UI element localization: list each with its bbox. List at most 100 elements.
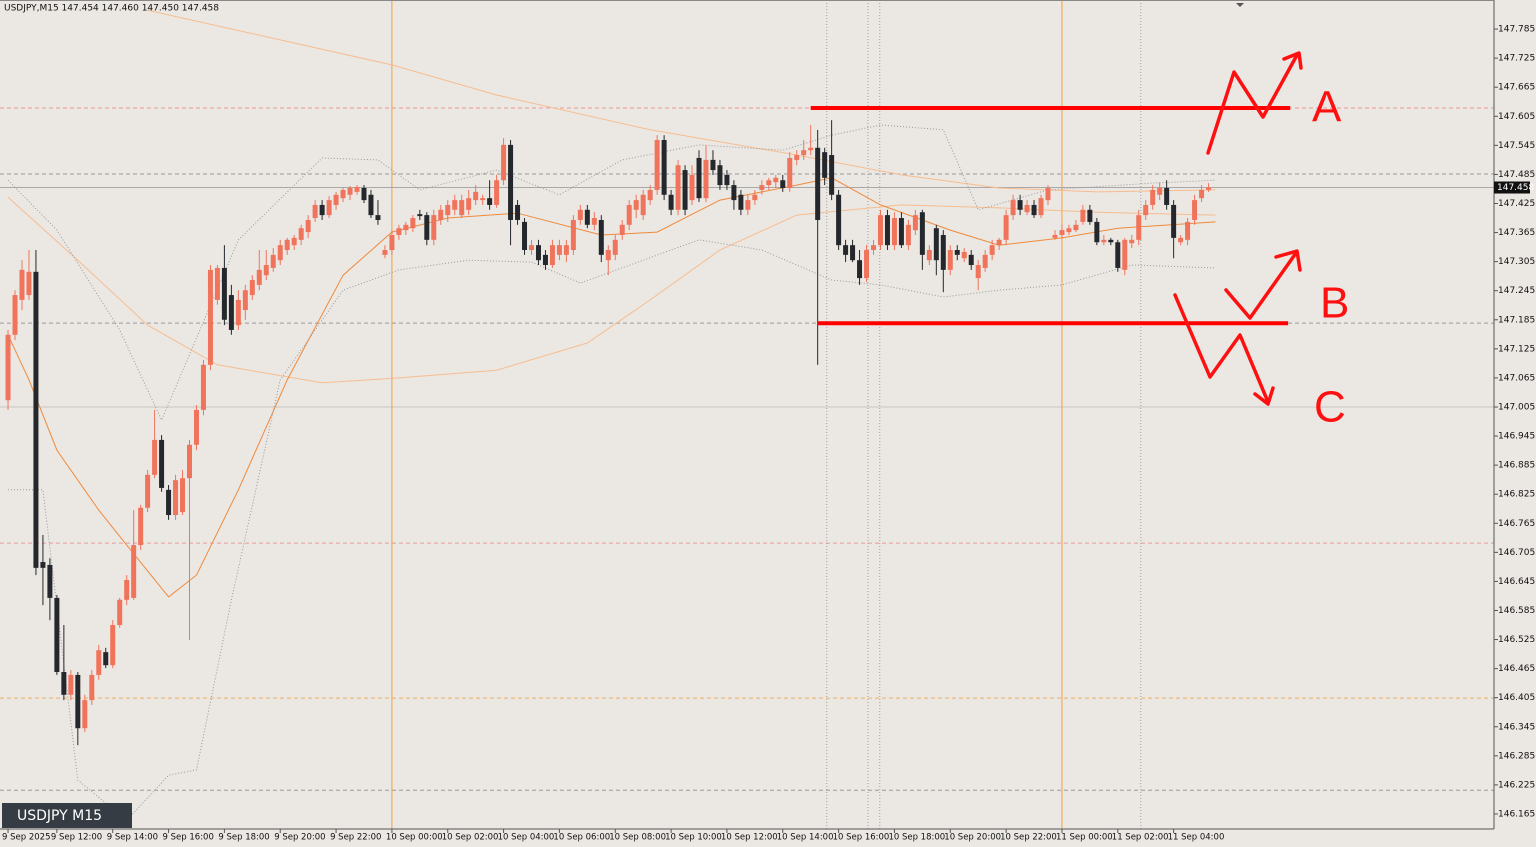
candle-body bbox=[731, 185, 737, 201]
candle-body bbox=[1136, 215, 1142, 240]
candle-body bbox=[459, 200, 465, 216]
candle-body bbox=[829, 155, 835, 195]
candle-body bbox=[626, 204, 632, 225]
x-tick-label: 9 Sep 14:00 bbox=[107, 833, 158, 843]
candle-body bbox=[1101, 239, 1107, 243]
candle-body bbox=[661, 140, 667, 195]
x-tick-label: 11 Sep 00:00 bbox=[1056, 833, 1113, 843]
candle-body bbox=[808, 147, 814, 151]
candle-body bbox=[542, 254, 548, 266]
candle-body bbox=[256, 269, 262, 285]
candle-body bbox=[1143, 204, 1149, 216]
candle-body bbox=[1052, 234, 1058, 238]
candle-body bbox=[40, 562, 46, 568]
x-tick-label: 10 Sep 10:00 bbox=[665, 833, 722, 843]
candle-body bbox=[221, 267, 227, 320]
arrow-a bbox=[1206, 53, 1299, 155]
candle-body bbox=[68, 674, 74, 695]
y-tick-label: 146.165 bbox=[1498, 809, 1535, 819]
candle-body bbox=[277, 245, 283, 261]
candle-body bbox=[1185, 221, 1191, 240]
candle-body bbox=[452, 200, 458, 210]
candle-body bbox=[745, 200, 751, 210]
candle-body bbox=[487, 198, 493, 205]
y-tick-label: 146.405 bbox=[1498, 693, 1535, 703]
candle-body bbox=[1171, 204, 1177, 238]
y-tick-label: 146.465 bbox=[1498, 664, 1535, 674]
candle-body bbox=[354, 187, 360, 192]
candle-body bbox=[1003, 215, 1009, 240]
candle-body bbox=[508, 144, 514, 220]
arrow-a-head bbox=[1282, 51, 1303, 70]
candle-body bbox=[884, 215, 890, 246]
y-tick-label: 147.725 bbox=[1498, 54, 1535, 64]
y-tick-label: 146.525 bbox=[1498, 635, 1535, 645]
candle-body bbox=[61, 672, 67, 695]
candle-body bbox=[787, 157, 793, 188]
candle-body bbox=[1129, 239, 1135, 244]
candle-body bbox=[382, 250, 388, 255]
candle-body bbox=[89, 674, 95, 701]
x-tick-label: 10 Sep 04:00 bbox=[498, 833, 555, 843]
candle-body bbox=[361, 187, 367, 201]
candle-body bbox=[919, 212, 925, 255]
candle-body bbox=[131, 545, 137, 598]
y-tick-label: 146.945 bbox=[1498, 432, 1535, 442]
candle-body bbox=[1059, 230, 1065, 235]
candle-body bbox=[403, 224, 409, 231]
candle-body bbox=[584, 209, 590, 225]
candle-body bbox=[1087, 209, 1093, 222]
candle-body bbox=[75, 674, 81, 729]
candle-body bbox=[375, 215, 381, 220]
candle-body bbox=[940, 234, 946, 270]
candle-body bbox=[522, 221, 528, 251]
x-tick-label: 10 Sep 18:00 bbox=[888, 833, 945, 843]
candle-body bbox=[982, 254, 988, 268]
candle-body bbox=[612, 239, 618, 255]
y-tick-label: 146.825 bbox=[1498, 490, 1535, 500]
candle-body bbox=[891, 218, 897, 246]
candle-body bbox=[857, 260, 863, 279]
candle-body bbox=[710, 159, 716, 171]
candle-body bbox=[556, 245, 562, 255]
candle-body bbox=[529, 245, 535, 251]
candle-body bbox=[682, 170, 688, 210]
y-tick-label: 146.345 bbox=[1498, 722, 1535, 732]
candle-body bbox=[431, 215, 437, 240]
candle-body bbox=[1206, 187, 1212, 190]
y-tick-label: 146.225 bbox=[1498, 780, 1535, 790]
candle-body bbox=[326, 200, 332, 216]
x-tick-label: 9 Sep 12:00 bbox=[51, 833, 102, 843]
y-tick-label: 146.765 bbox=[1498, 519, 1535, 529]
candle-body bbox=[466, 198, 472, 210]
candle-body bbox=[877, 215, 883, 246]
candle-body bbox=[152, 439, 158, 475]
candle-body bbox=[989, 245, 995, 255]
candle-body bbox=[703, 159, 709, 199]
candle-body bbox=[82, 700, 88, 729]
candle-body bbox=[200, 364, 206, 410]
x-tick-label: 9 Sep 18:00 bbox=[218, 833, 269, 843]
candle-body bbox=[1080, 209, 1086, 222]
candle-body bbox=[1017, 200, 1023, 210]
candle-body bbox=[438, 209, 444, 220]
indicator-line bbox=[8, 239, 1216, 821]
candle-body bbox=[1094, 221, 1100, 243]
x-tick-label: 10 Sep 16:00 bbox=[833, 833, 890, 843]
candle-body bbox=[445, 204, 451, 216]
arrow-c bbox=[1173, 293, 1270, 404]
y-tick-label: 147.485 bbox=[1498, 170, 1535, 180]
x-tick-label: 9 Sep 22:00 bbox=[330, 833, 381, 843]
candle-body bbox=[263, 265, 269, 276]
candle-body bbox=[110, 625, 116, 666]
candle-body bbox=[975, 265, 981, 279]
annotation-c: C bbox=[1314, 383, 1346, 432]
candle-body bbox=[822, 152, 828, 178]
candle-body bbox=[1045, 187, 1051, 201]
candle-body bbox=[19, 269, 25, 300]
indicator-line bbox=[7, 177, 1216, 598]
candle-body bbox=[1122, 239, 1128, 270]
candle-body bbox=[180, 478, 186, 513]
x-tick-label: 10 Sep 08:00 bbox=[609, 833, 666, 843]
candle-body bbox=[933, 228, 939, 261]
